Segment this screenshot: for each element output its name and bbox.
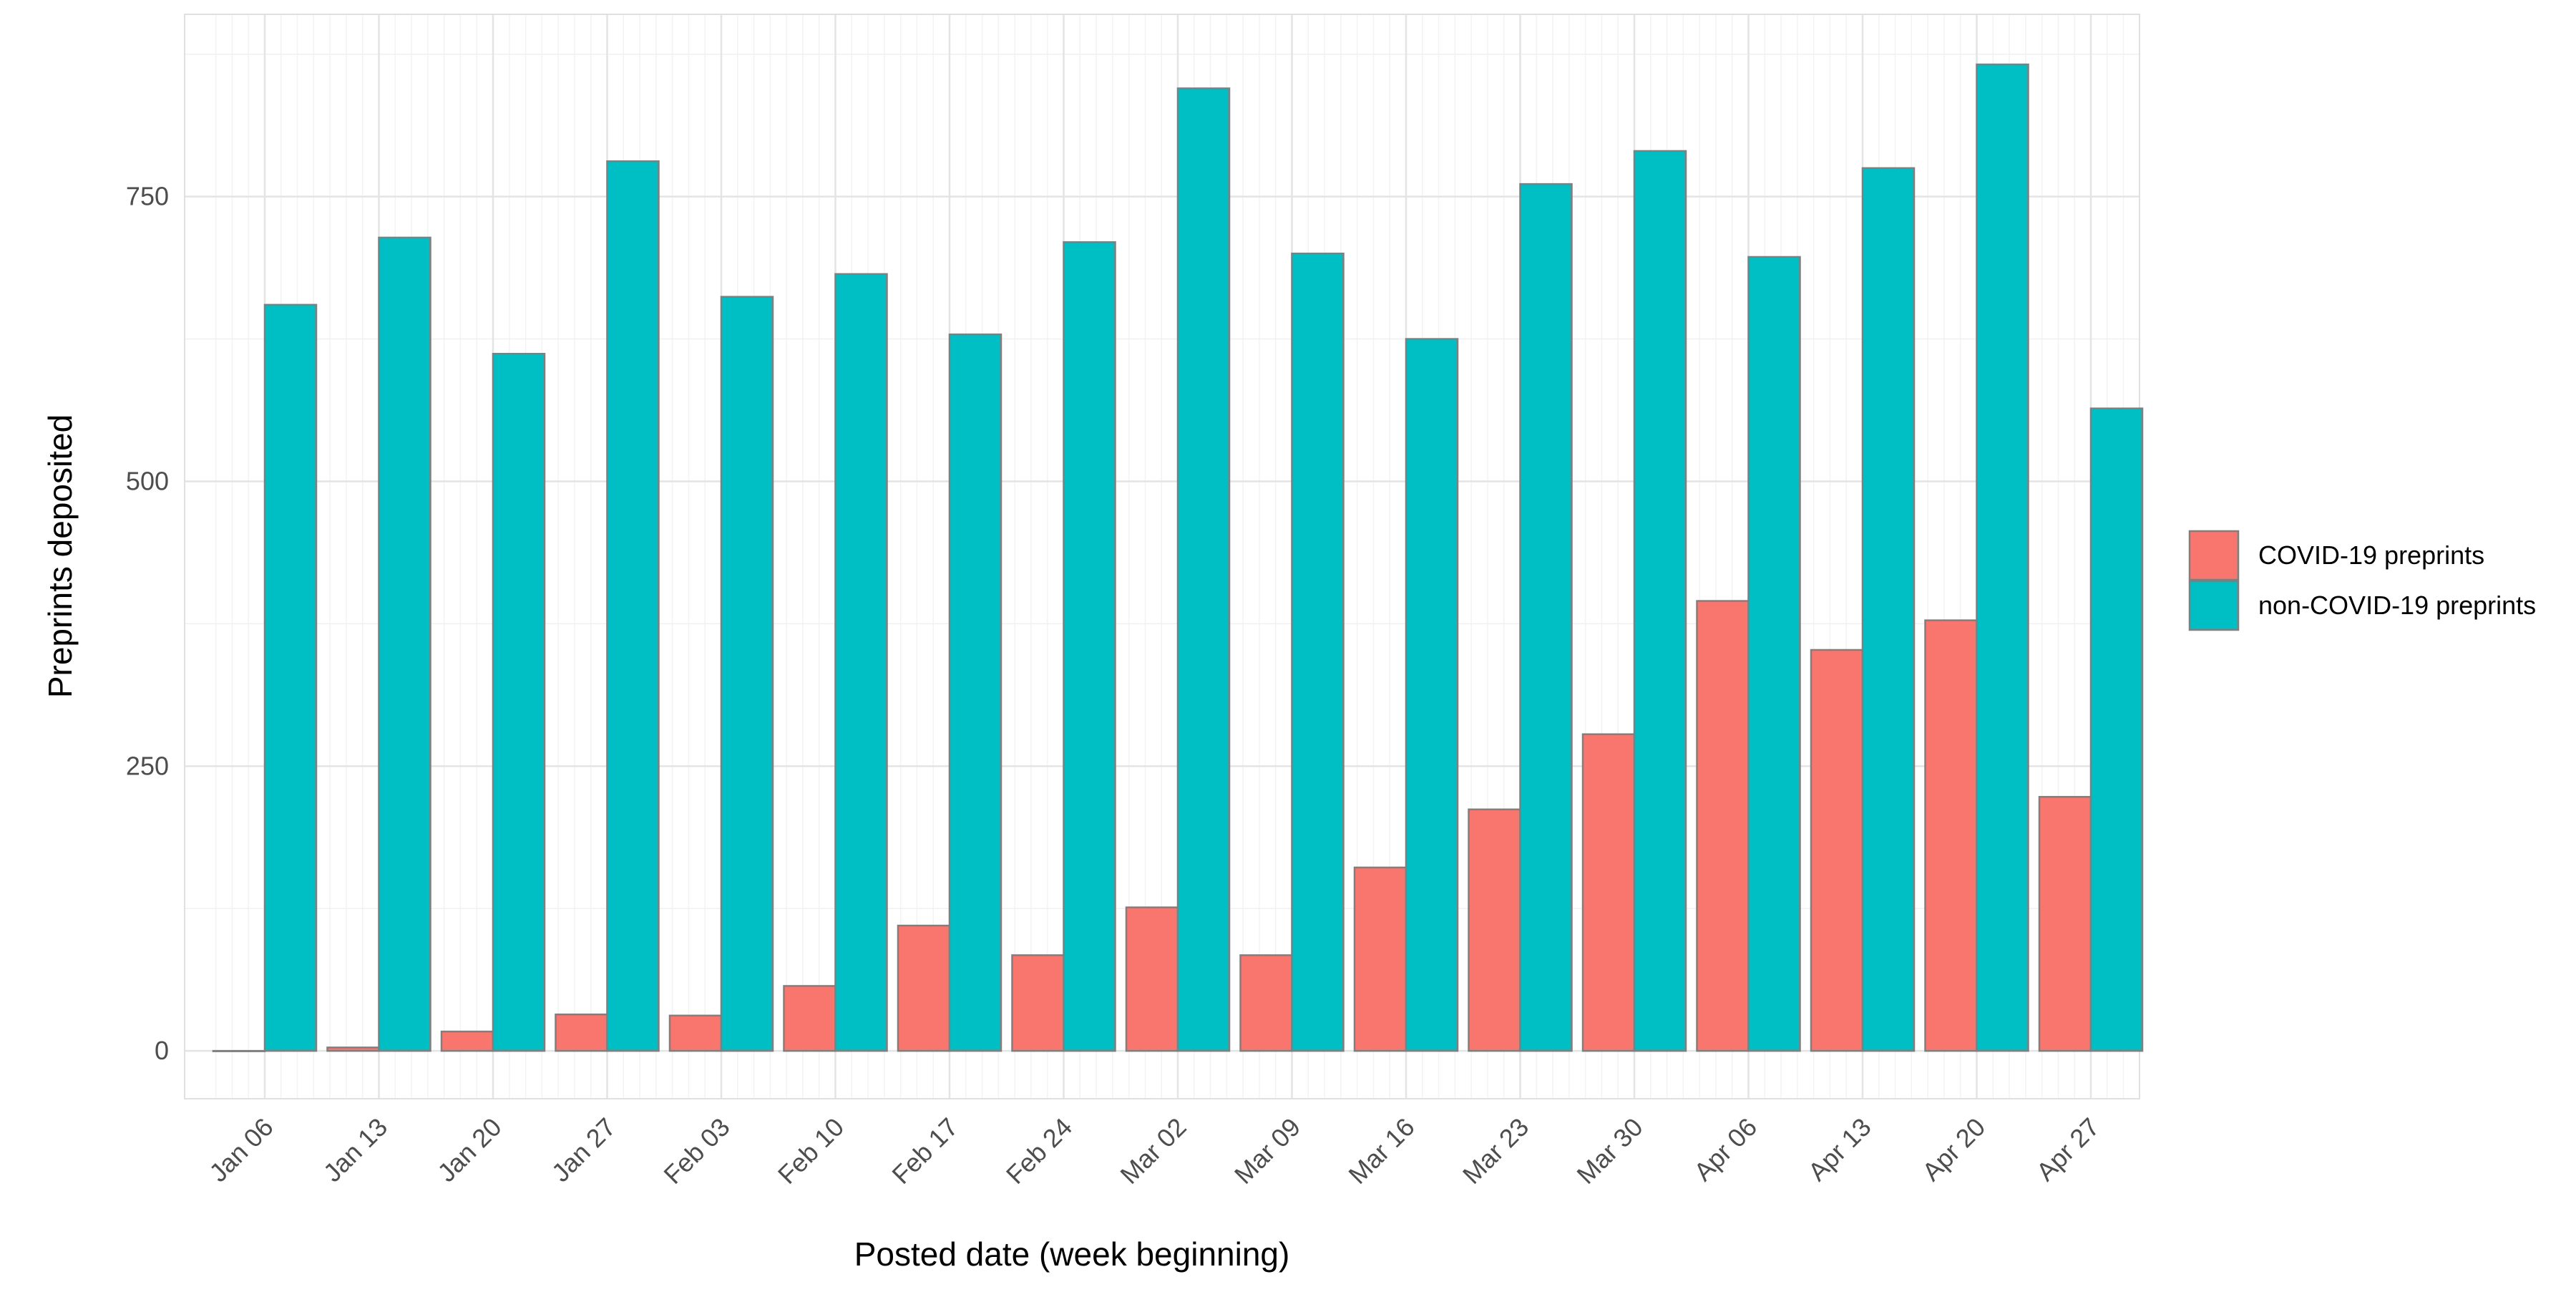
bar-covid	[2038, 796, 2092, 1052]
bar-covid	[1696, 600, 1750, 1052]
bar-non-covid	[948, 333, 1002, 1052]
bar-non-covid	[2089, 407, 2144, 1052]
bar-covid	[1581, 733, 1636, 1052]
x-tick-label: Mar 16	[1342, 1112, 1420, 1190]
x-tick-label: Feb 24	[1000, 1112, 1078, 1190]
bar-non-covid	[1976, 63, 2029, 1052]
bar-non-covid	[1519, 183, 1573, 1052]
bar-covid	[440, 1030, 494, 1052]
bar-non-covid	[606, 160, 660, 1052]
bar-covid	[326, 1046, 380, 1052]
x-axis-title: Posted date (week beginning)	[854, 1235, 1290, 1273]
legend-label: COVID-19 preprints	[2258, 540, 2484, 570]
bar-covid	[1468, 808, 1521, 1052]
bar-covid	[668, 1014, 723, 1052]
bars	[212, 63, 2144, 1052]
bar-non-covid	[720, 296, 774, 1052]
x-tick-label: Apr 06	[1688, 1112, 1762, 1187]
x-tick-label: Apr 13	[1802, 1112, 1877, 1187]
y-tick-label: 0	[155, 1036, 169, 1065]
bar-non-covid	[1063, 241, 1116, 1052]
y-axis-ticks: 0 250 500 750	[126, 182, 169, 1066]
x-tick-label: Mar 23	[1457, 1112, 1534, 1190]
x-tick-label: Feb 10	[772, 1112, 849, 1190]
x-tick-label: Feb 03	[658, 1112, 735, 1190]
x-tick-label: Jan 20	[431, 1112, 507, 1187]
bar-non-covid	[378, 236, 431, 1052]
y-tick-label: 750	[126, 182, 169, 211]
legend-key	[2188, 580, 2240, 631]
bar-non-covid	[1291, 252, 1345, 1052]
bar-covid	[1924, 619, 1978, 1052]
bar-covid	[1810, 649, 1864, 1052]
legend: COVID-19 preprints non-COVID-19 preprints	[2188, 530, 2536, 631]
bar-covid	[783, 985, 836, 1052]
x-tick-label: Apr 27	[2031, 1112, 2105, 1187]
bar-non-covid	[1405, 338, 1459, 1052]
bar-covid	[897, 924, 951, 1052]
x-tick-label: Feb 17	[886, 1112, 963, 1190]
x-axis-ticks: Jan 06 Jan 13 Jan 20 Jan 27 Feb 03 Feb 10 Feb …	[203, 1112, 2104, 1190]
bar-non-covid	[1176, 87, 1231, 1052]
bar-covid	[1125, 906, 1179, 1052]
bar-covid	[1353, 866, 1407, 1052]
y-axis-title: Preprints deposited	[42, 414, 79, 698]
bar-non-covid	[1861, 167, 1916, 1052]
x-tick-label: Mar 02	[1114, 1112, 1191, 1190]
bar-non-covid	[1747, 256, 1801, 1052]
x-tick-label: Jan 06	[203, 1112, 278, 1187]
bar-non-covid	[1633, 150, 1687, 1052]
legend-label: non-COVID-19 preprints	[2258, 591, 2536, 620]
y-tick-label: 500	[126, 466, 169, 495]
legend-key	[2188, 530, 2240, 581]
bar-covid	[1011, 954, 1065, 1052]
y-tick-label: 250	[126, 751, 169, 780]
x-tick-label: Apr 20	[1916, 1112, 1991, 1187]
bar-non-covid	[492, 352, 546, 1052]
x-tick-label: Jan 13	[318, 1112, 393, 1187]
x-tick-label: Mar 09	[1229, 1112, 1306, 1190]
bar-non-covid	[263, 303, 318, 1052]
bar-covid	[1239, 954, 1293, 1052]
x-tick-label: Mar 30	[1571, 1112, 1648, 1190]
bar-non-covid	[834, 273, 888, 1052]
x-tick-label: Jan 27	[546, 1112, 621, 1187]
bar-covid	[555, 1013, 608, 1052]
